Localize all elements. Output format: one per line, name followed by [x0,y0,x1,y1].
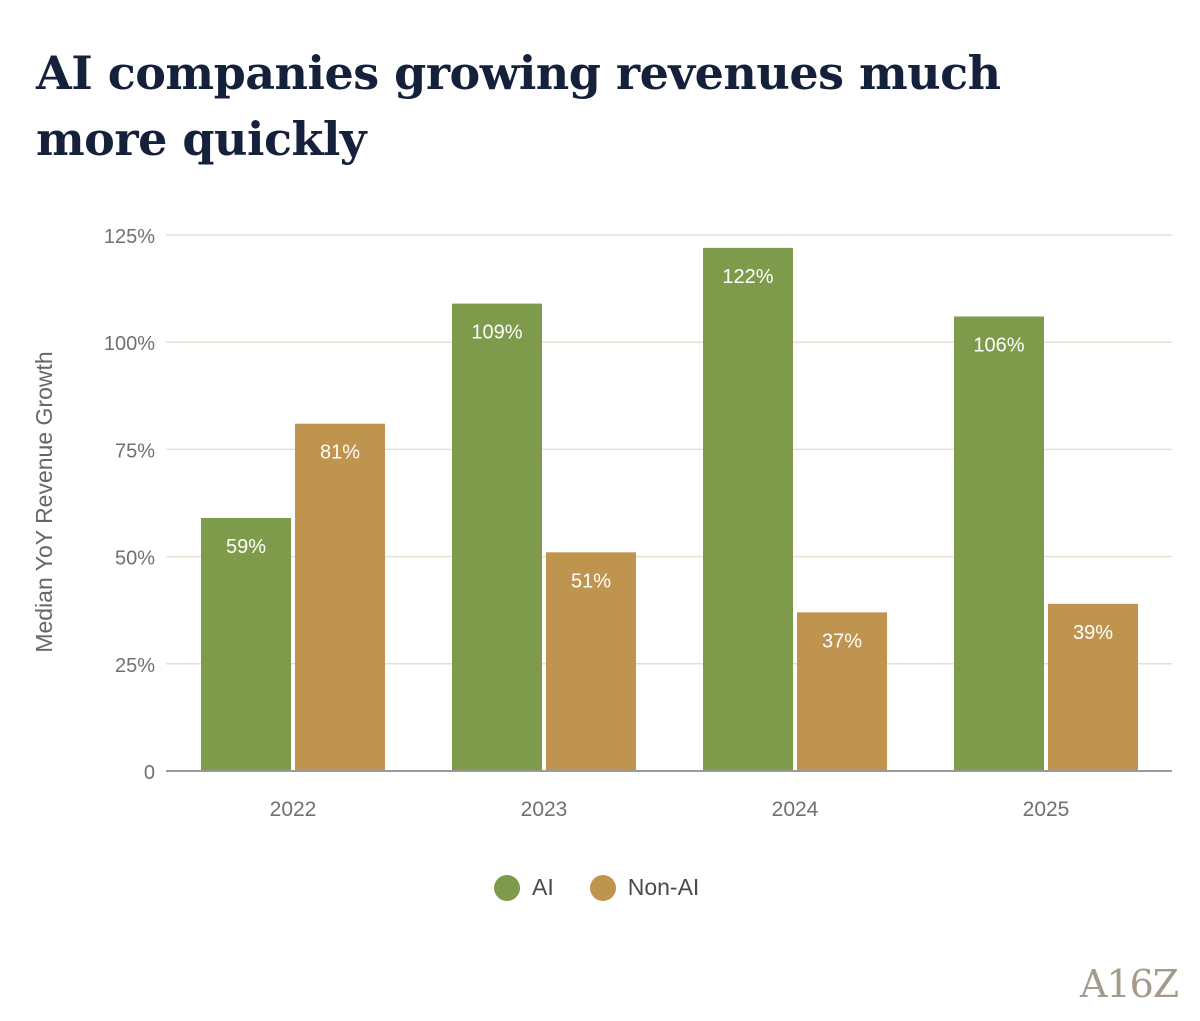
bar-non-ai-2024[interactable] [797,612,887,771]
chart-title: AI companies growing revenues much more … [36,46,1001,166]
x-tick-label: 2024 [772,798,819,821]
bar-ai-2025[interactable] [954,316,1044,771]
bar-value-label: 59% [226,536,266,558]
y-tick-label: 125% [104,226,155,248]
bar-value-label: 51% [571,570,611,592]
bar-value-label: 37% [822,630,862,652]
legend-item-non-ai[interactable]: Non-AI [589,874,700,901]
bar-non-ai-2025[interactable] [1048,603,1138,771]
x-tick-label: 2025 [1023,798,1070,821]
legend-label-ai: AI [532,874,554,900]
bar-value-label: 39% [1073,622,1113,644]
bar-non-ai-2023[interactable] [546,552,636,771]
legend-swatch-ai [494,874,520,901]
legend-label-non-ai: Non-AI [627,874,700,900]
bar-non-ai-2022[interactable] [295,423,385,771]
bar-value-labels: 59% 81% 109% 51% 122% 37% 106% 39% [226,266,1113,652]
y-tick-label: 100% [104,333,155,355]
y-tick-label: 25% [115,655,155,677]
y-tick-label: 75% [115,440,155,462]
bar-value-label: 122% [722,266,773,288]
bar-value-label: 81% [320,442,360,464]
bar-value-label: 106% [973,334,1024,356]
bars [201,247,1138,771]
bar-value-label: 109% [471,322,522,344]
x-tick-label: 2023 [521,798,568,821]
x-tick-label: 2022 [270,798,317,821]
legend-item-ai[interactable]: AI [494,874,554,901]
y-axis-label: Median YoY Revenue Growth [31,351,57,652]
legend-swatch-non-ai [589,874,616,901]
bar-ai-2024[interactable] [703,247,793,771]
a16z-logo: A16Z [1080,962,1179,1006]
bar-ai-2023[interactable] [452,303,542,771]
axes: 0 25% 50% 75% 100% 125% 2022 2023 2024 2025 [104,226,1172,821]
y-tick-label: 50% [115,548,155,570]
y-tick-label: 0 [144,762,155,784]
chart-legend: AI Non-AI [494,874,735,901]
bar-ai-2022[interactable] [201,518,291,771]
